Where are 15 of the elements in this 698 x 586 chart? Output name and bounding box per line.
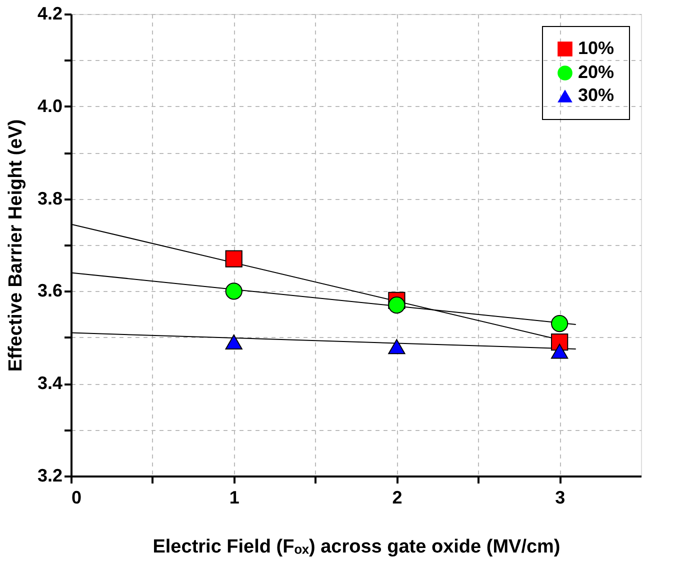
x-tick-label: 2: [392, 488, 402, 508]
x-tick-label: 3: [555, 488, 566, 508]
y-tick-label: 3.4: [37, 373, 62, 394]
x-tick-label: 1: [229, 488, 240, 508]
legend-label: 20%: [578, 62, 614, 82]
x-tick-label: 0: [72, 488, 82, 508]
y-axis-title: Effective Barrier Height (eV): [5, 119, 26, 372]
legend-label: 30%: [578, 85, 614, 105]
y-tick-label: 3.2: [37, 466, 62, 486]
y-tick-label: 4.0: [37, 96, 62, 116]
y-tick-label: 3.8: [37, 188, 62, 208]
y-tick-label: 4.2: [37, 4, 62, 24]
legend-label: 10%: [578, 38, 614, 58]
y-tick-label: 3.6: [37, 280, 62, 301]
x-axis-title: Electric Field (Fₒₓ) across gate oxide (MV/cm): [152, 536, 560, 558]
